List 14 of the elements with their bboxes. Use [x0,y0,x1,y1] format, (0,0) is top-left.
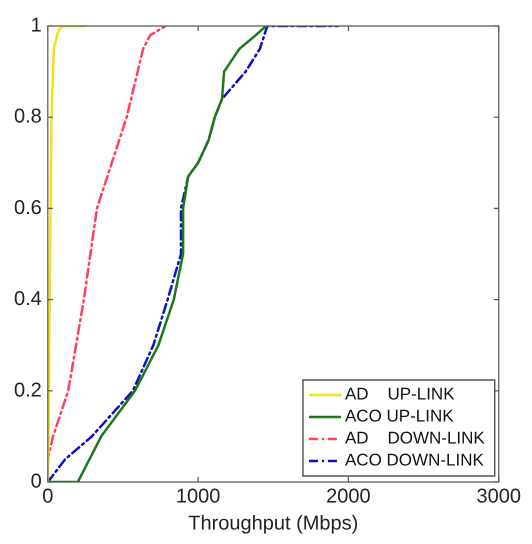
y-tick-label: 0.6 [14,196,42,219]
y-tick-label: 1 [30,14,42,37]
legend-label: AD DOWN-LINK [344,428,486,448]
y-tick-label: 0.4 [14,288,42,310]
y-tick-label: 0.8 [14,106,42,128]
x-tick-label: 1000 [176,486,220,508]
x-tick-label: 2000 [326,486,371,508]
x-axis-title: Throughput (Mbps) [188,512,358,535]
y-tick-label: 0 [30,470,42,493]
y-tick-label: 0.2 [14,379,42,402]
legend-label: AD UP-LINK [344,384,456,404]
legend-label: ACO DOWN-LINK [344,450,484,470]
legend-label: ACO UP-LINK [344,406,454,426]
x-tick-label: 3000 [476,486,522,508]
